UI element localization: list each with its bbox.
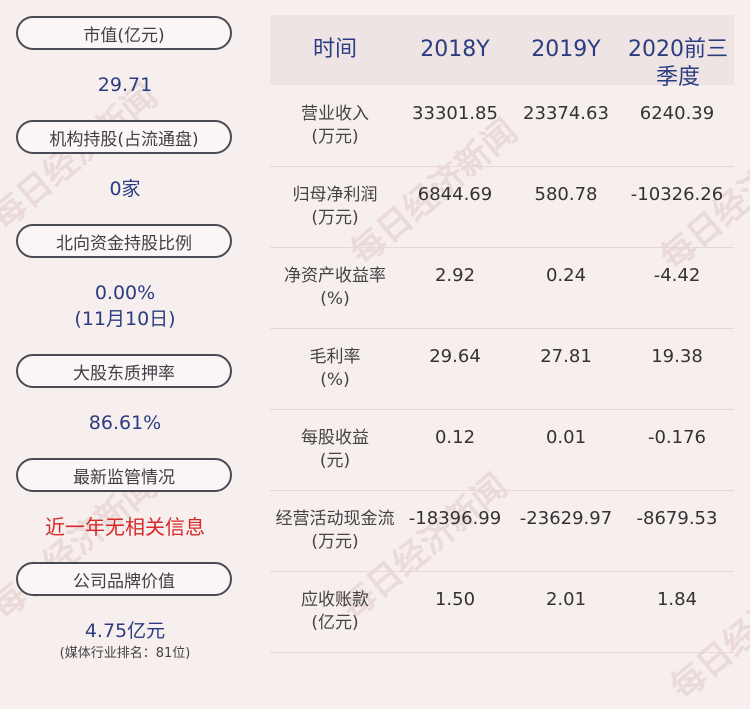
- table-cell: 0.12: [434, 427, 476, 448]
- table-cell: 0.01: [545, 427, 587, 448]
- table-row: 归母净利润 (万元) 6844.69 580.78 -10326.26: [270, 166, 734, 248]
- header-2018: 2018Y: [420, 37, 490, 62]
- table-cell: 580.78: [534, 184, 598, 205]
- market-cap-value: 29.71: [97, 74, 153, 96]
- pledge-ratio-value: 86.61%: [88, 412, 162, 434]
- market-cap-label: 市值(亿元): [16, 16, 232, 50]
- northbound-ratio-date: (11月10日): [74, 308, 176, 330]
- table-cell: 1.50: [434, 589, 476, 610]
- financial-table: 时间 2018Y 2019Y 2020前三季度 营业收入 (万元) 33301.8…: [270, 15, 734, 655]
- row-label: 经营活动现金流 (万元): [275, 508, 395, 552]
- table-cell: 0.24: [545, 265, 587, 286]
- institution-holding-label: 机构持股(占流通盘): [16, 120, 232, 154]
- header-time: 时间: [312, 37, 357, 62]
- table-row: 毛利率 (%) 29.64 27.81 19.38: [270, 328, 734, 410]
- table-row: 营业收入 (万元) 33301.85 23374.63 6240.39: [270, 85, 734, 167]
- table-cell: 27.81: [540, 346, 592, 367]
- table-cell: -4.42: [653, 265, 701, 286]
- table-cell: -18396.99: [408, 508, 502, 529]
- table-cell: 19.38: [651, 346, 703, 367]
- table-row: 经营活动现金流 (万元) -18396.99 -23629.97 -8679.53: [270, 490, 734, 572]
- row-label: 毛利率 (%): [309, 346, 361, 390]
- brand-rank-note: (媒体行业排名：81位): [59, 646, 191, 661]
- table-cell: 6844.69: [417, 184, 493, 205]
- row-label: 每股收益 (元): [301, 427, 369, 471]
- northbound-ratio-label: 北向资金持股比例: [16, 224, 232, 258]
- header-2019: 2019Y: [531, 37, 601, 62]
- table-row: 应收账款 (亿元) 1.50 2.01 1.84: [270, 571, 734, 653]
- table-cell: 33301.85: [412, 103, 498, 124]
- table-cell: 2.92: [434, 265, 476, 286]
- table-cell: 2.01: [545, 589, 587, 610]
- table-cell: 23374.63: [523, 103, 609, 124]
- row-label: 应收账款 (亿元): [301, 589, 369, 633]
- table-cell: -23629.97: [519, 508, 613, 529]
- table-cell: -10326.26: [630, 184, 724, 205]
- brand-value-value: 4.75亿元: [84, 620, 166, 642]
- regulation-value: 近一年无相关信息: [45, 515, 205, 539]
- regulation-label: 最新监管情况: [16, 458, 232, 492]
- header-2020q3: 2020前三季度: [628, 37, 728, 90]
- northbound-ratio-value: 0.00%: [94, 282, 156, 304]
- pledge-ratio-label: 大股东质押率: [16, 354, 232, 388]
- left-panel: 市值(亿元) 29.71 机构持股(占流通盘) 0家 北向资金持股比例 0.00…: [0, 0, 250, 678]
- table-row: 每股收益 (元) 0.12 0.01 -0.176: [270, 409, 734, 491]
- row-label: 归母净利润 (万元): [292, 184, 378, 228]
- table-cell: 1.84: [656, 589, 698, 610]
- table-cell: 6240.39: [639, 103, 715, 124]
- brand-value-label: 公司品牌价值: [16, 562, 232, 596]
- table-cell: 29.64: [429, 346, 481, 367]
- row-label: 净资产收益率 (%): [284, 265, 386, 309]
- table-row: 净资产收益率 (%) 2.92 0.24 -4.42: [270, 247, 734, 329]
- institution-holding-value: 0家: [109, 178, 141, 200]
- table-cell: -8679.53: [636, 508, 718, 529]
- row-label: 营业收入 (万元): [301, 103, 369, 147]
- table-header: 时间 2018Y 2019Y 2020前三季度: [270, 15, 734, 90]
- table-cell: -0.176: [647, 427, 707, 448]
